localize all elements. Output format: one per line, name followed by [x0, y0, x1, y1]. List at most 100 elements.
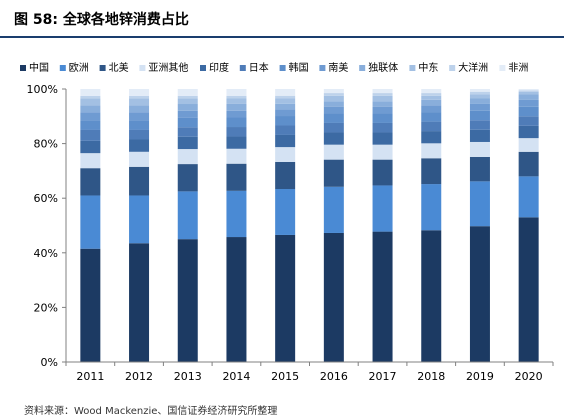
bar-segment — [421, 99, 442, 106]
bar-segment — [372, 185, 393, 232]
legend-label: 南美 — [328, 61, 348, 74]
bar-segment — [372, 159, 393, 186]
bar-segment — [177, 191, 198, 240]
bar-segment — [469, 141, 490, 157]
bar-segment — [80, 129, 101, 141]
bar-segment — [275, 147, 296, 162]
x-tick-label: 2017 — [369, 370, 397, 383]
bar-segment — [518, 138, 539, 152]
legend-swatch — [200, 65, 206, 71]
legend-swatch — [499, 65, 506, 71]
bar-segment — [275, 161, 296, 190]
bar-segment — [275, 134, 296, 148]
bar-segment — [469, 129, 490, 142]
bar-segment — [372, 106, 393, 114]
bar-segment — [275, 116, 296, 126]
bar-segment — [80, 112, 101, 121]
bar-segment — [80, 140, 101, 154]
bar-segment — [372, 113, 393, 123]
bar-segment — [518, 176, 539, 218]
bar-segment — [177, 239, 198, 362]
bar-segment — [177, 149, 198, 165]
x-tick-label: 2016 — [320, 370, 348, 383]
bar-segment — [129, 105, 150, 113]
bar-segment — [323, 93, 344, 96]
bar-segment — [275, 89, 296, 96]
bar-segment — [372, 93, 393, 96]
bar-segment — [226, 98, 247, 104]
bar-segment — [177, 104, 198, 111]
bar-segment — [469, 110, 490, 121]
legend-label: 大洋洲 — [458, 61, 488, 74]
y-tick-label: 80% — [34, 138, 58, 151]
y-tick-label: 100% — [27, 83, 58, 96]
bar-segment — [469, 226, 490, 362]
legend-label: 中国 — [29, 61, 49, 74]
legend-swatch — [99, 65, 106, 71]
bar-segment — [80, 153, 101, 169]
bar-segment — [323, 101, 344, 107]
x-tick-label: 2013 — [174, 370, 202, 383]
bar-segment — [323, 159, 344, 187]
legend-label: 独联体 — [368, 61, 398, 74]
legend-swatch — [20, 65, 26, 71]
bar-segment — [372, 89, 393, 94]
bar-segment — [226, 89, 247, 96]
legend: 中国 欧洲 北美 亚洲其他 印度 日本 韩国 南美 独联体 中东 大洋洲 非洲 — [20, 61, 528, 74]
bar-segment — [129, 89, 150, 96]
bar-segment — [177, 98, 198, 105]
x-tick-label: 2019 — [466, 370, 494, 383]
bar-segment — [129, 195, 150, 244]
bar-segment — [226, 95, 247, 99]
bar-segment — [80, 168, 101, 196]
bar-segment — [421, 105, 442, 113]
bar-segment — [226, 103, 247, 111]
bar-segment — [177, 110, 198, 118]
bar-segment — [469, 181, 490, 227]
bar-segment — [177, 164, 198, 192]
bar-segment — [129, 151, 150, 167]
legend-swatch — [139, 65, 146, 71]
bar-segment — [421, 95, 442, 100]
y-tick-label: 20% — [34, 301, 58, 314]
bar-segment — [226, 148, 247, 164]
bar-segment — [80, 120, 101, 130]
legend-label: 中东 — [418, 61, 438, 74]
legend-swatch — [409, 65, 416, 71]
bar-segment — [518, 116, 539, 126]
bar-segment — [129, 98, 150, 106]
bar-segment — [469, 91, 490, 95]
bar-segment — [129, 120, 150, 130]
bar-segment — [469, 98, 490, 104]
x-tick-label: 2020 — [515, 370, 543, 383]
bar-segment — [80, 98, 101, 106]
bar-segment — [518, 151, 539, 177]
bar-segment — [518, 94, 539, 100]
bar-segment — [226, 190, 247, 238]
legend-label: 北美 — [109, 61, 129, 74]
bar-segment — [275, 109, 296, 117]
bar-segment — [129, 139, 150, 152]
bar-segment — [275, 95, 296, 99]
legend-swatch — [279, 65, 286, 71]
legend-label: 欧洲 — [69, 62, 89, 74]
bar-segment — [177, 117, 198, 128]
legend-label: 非洲 — [508, 62, 528, 74]
bar-segment — [421, 230, 442, 362]
bar-segment — [80, 195, 101, 249]
bar-segment — [518, 106, 539, 117]
bar-segment — [469, 103, 490, 111]
bar-segment — [323, 106, 344, 114]
bar-segment — [226, 163, 247, 191]
bar-segment — [518, 99, 539, 107]
x-tick-label: 2011 — [76, 370, 104, 383]
legend-label: 印度 — [209, 61, 229, 74]
bar-segment — [469, 89, 490, 92]
bar-segment — [421, 143, 442, 159]
bar-segment — [323, 89, 344, 94]
bar-segment — [421, 158, 442, 185]
x-tick-label: 2012 — [125, 370, 153, 383]
legend-label: 日本 — [249, 61, 269, 74]
bar-segment — [323, 232, 344, 362]
bar-segment — [226, 237, 247, 362]
